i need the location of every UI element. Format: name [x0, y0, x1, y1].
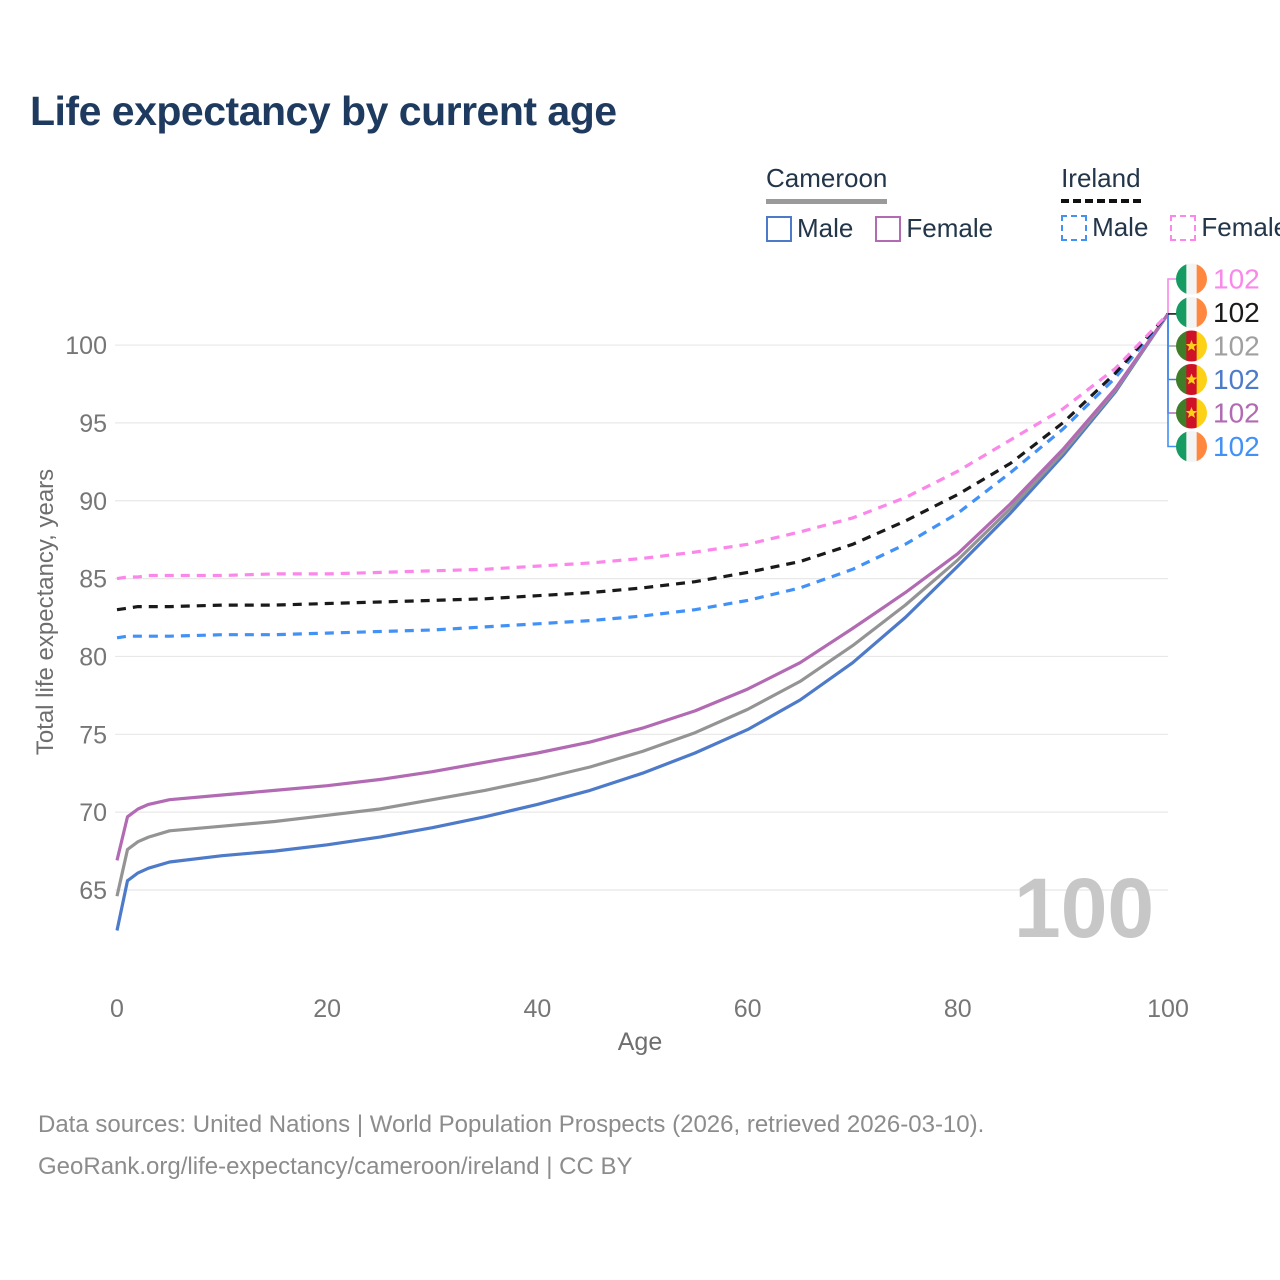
- legend-label-ireland-female[interactable]: Female: [1201, 212, 1280, 242]
- end-value-label-ireland-male: 102: [1213, 431, 1260, 462]
- legend-label-cameroon-male[interactable]: Male: [797, 213, 854, 243]
- y-tick-label-65: 65: [79, 877, 107, 905]
- x-tick-label-40: 40: [523, 995, 551, 1023]
- x-tick-label-20: 20: [313, 995, 341, 1023]
- series-line-ireland-female: [116, 312, 1170, 581]
- end-value-label-ireland: 102: [1213, 297, 1260, 328]
- series-line-cameroon-male: [115, 313, 1170, 931]
- y-tick-label-85: 85: [79, 566, 107, 594]
- x-axis-title: Age: [617, 1028, 663, 1056]
- leader-line-ireland-male: [1167, 313, 1177, 448]
- y-tick-label-75: 75: [79, 721, 107, 749]
- end-value-label-cameroon-female: 102: [1213, 398, 1260, 429]
- y-tick-label-95: 95: [79, 410, 107, 438]
- leader-line-ireland-female: [1167, 278, 1177, 314]
- flag-icon-cameroon: [1176, 397, 1207, 429]
- legend-group-ireland: Ireland Male Female: [1061, 163, 1280, 244]
- flag-icon-ireland: [1176, 297, 1207, 328]
- legend-swatch-cameroon-male[interactable]: [766, 215, 792, 242]
- page-title: Life expectancy by current age: [30, 88, 617, 134]
- leader-line-cameroon: [1167, 313, 1177, 347]
- legend: Cameroon Male Female Ireland Male Female: [766, 163, 1280, 244]
- age-watermark: 100: [1014, 861, 1155, 955]
- y-tick-label-80: 80: [79, 643, 107, 671]
- legend-swatch-ireland-female[interactable]: [1170, 214, 1197, 241]
- series-line-cameroon-female: [115, 312, 1170, 861]
- x-tick-label-60: 60: [734, 995, 762, 1023]
- legend-title-cameroon: Cameroon: [766, 163, 888, 204]
- footer-attribution: GeoRank.org/life-expectancy/cameroon/ire…: [38, 1153, 633, 1180]
- flag-icon-cameroon: [1176, 330, 1207, 362]
- flag-icon-ireland: [1176, 263, 1207, 295]
- x-tick-label-80: 80: [944, 995, 972, 1023]
- legend-label-cameroon-female[interactable]: Female: [906, 213, 994, 243]
- y-tick-label-70: 70: [79, 799, 107, 827]
- y-tick-label-100: 100: [65, 332, 107, 360]
- flag-icon-cameroon: [1176, 364, 1207, 395]
- end-value-label-ireland-female: 102: [1213, 264, 1260, 295]
- y-tick-label-90: 90: [79, 488, 107, 516]
- series-line-ireland: [116, 312, 1170, 612]
- legend-group-cameroon: Cameroon Male Female: [766, 163, 1015, 244]
- leader-line-cameroon-female: [1167, 313, 1177, 414]
- x-tick-label-0: 0: [110, 995, 124, 1023]
- footer: Data sources: United Nations | World Pop…: [38, 1104, 984, 1188]
- footer-sources: Data sources: United Nations | World Pop…: [38, 1111, 985, 1138]
- end-value-label-cameroon: 102: [1213, 331, 1260, 362]
- series-line-cameroon: [115, 312, 1170, 897]
- flag-icon-ireland: [1176, 431, 1207, 462]
- x-tick-label-100: 100: [1147, 995, 1189, 1023]
- y-axis-title: Total life expectancy, years: [32, 468, 59, 756]
- legend-swatch-cameroon-female[interactable]: [875, 215, 902, 242]
- legend-title-ireland: Ireland: [1061, 163, 1141, 203]
- series-line-ireland-male: [116, 312, 1170, 640]
- end-value-label-cameroon-male: 102: [1213, 364, 1260, 395]
- legend-label-ireland-male[interactable]: Male: [1092, 212, 1149, 242]
- legend-swatch-ireland-male[interactable]: [1061, 214, 1088, 241]
